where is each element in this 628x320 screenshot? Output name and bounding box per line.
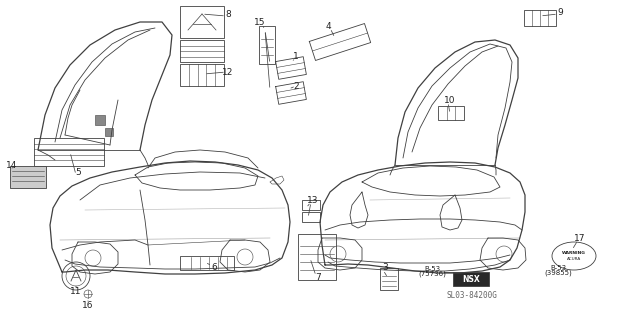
Text: 4: 4 bbox=[325, 21, 331, 30]
Bar bbox=[438, 106, 464, 120]
Bar bbox=[453, 272, 489, 286]
Text: 7: 7 bbox=[315, 274, 321, 283]
Bar bbox=[524, 10, 556, 26]
Text: ACURA: ACURA bbox=[567, 257, 581, 261]
Text: 16: 16 bbox=[82, 301, 94, 310]
Text: 1: 1 bbox=[293, 52, 299, 60]
Text: 10: 10 bbox=[444, 95, 456, 105]
Text: NSX: NSX bbox=[462, 275, 480, 284]
Text: 9: 9 bbox=[557, 7, 563, 17]
Text: B-53: B-53 bbox=[550, 265, 566, 271]
Text: 3: 3 bbox=[382, 263, 388, 273]
Text: 5: 5 bbox=[75, 167, 81, 177]
Text: 13: 13 bbox=[307, 196, 319, 204]
Bar bbox=[34, 138, 104, 166]
Bar bbox=[10, 166, 46, 188]
Bar bbox=[302, 200, 320, 210]
Bar bbox=[180, 64, 224, 86]
Text: (75736): (75736) bbox=[418, 271, 446, 277]
Bar bbox=[95, 115, 105, 125]
Bar bbox=[180, 40, 224, 62]
Bar bbox=[302, 212, 320, 222]
Bar bbox=[298, 234, 336, 280]
Text: 8: 8 bbox=[225, 10, 231, 19]
Bar bbox=[180, 256, 234, 270]
Text: 11: 11 bbox=[70, 287, 82, 297]
Bar bbox=[180, 6, 224, 38]
Text: B-53: B-53 bbox=[424, 266, 440, 272]
Bar bbox=[380, 268, 398, 290]
Text: 14: 14 bbox=[6, 161, 18, 170]
Bar bbox=[105, 128, 113, 136]
Bar bbox=[259, 26, 275, 64]
Text: 15: 15 bbox=[254, 18, 266, 27]
Text: 17: 17 bbox=[574, 234, 586, 243]
Text: WARNING: WARNING bbox=[562, 251, 586, 255]
Text: 2: 2 bbox=[293, 82, 299, 91]
Text: 6: 6 bbox=[211, 263, 217, 273]
Text: (39855): (39855) bbox=[544, 270, 572, 276]
Text: SL03-84200G: SL03-84200G bbox=[447, 291, 497, 300]
Text: 12: 12 bbox=[222, 68, 234, 76]
